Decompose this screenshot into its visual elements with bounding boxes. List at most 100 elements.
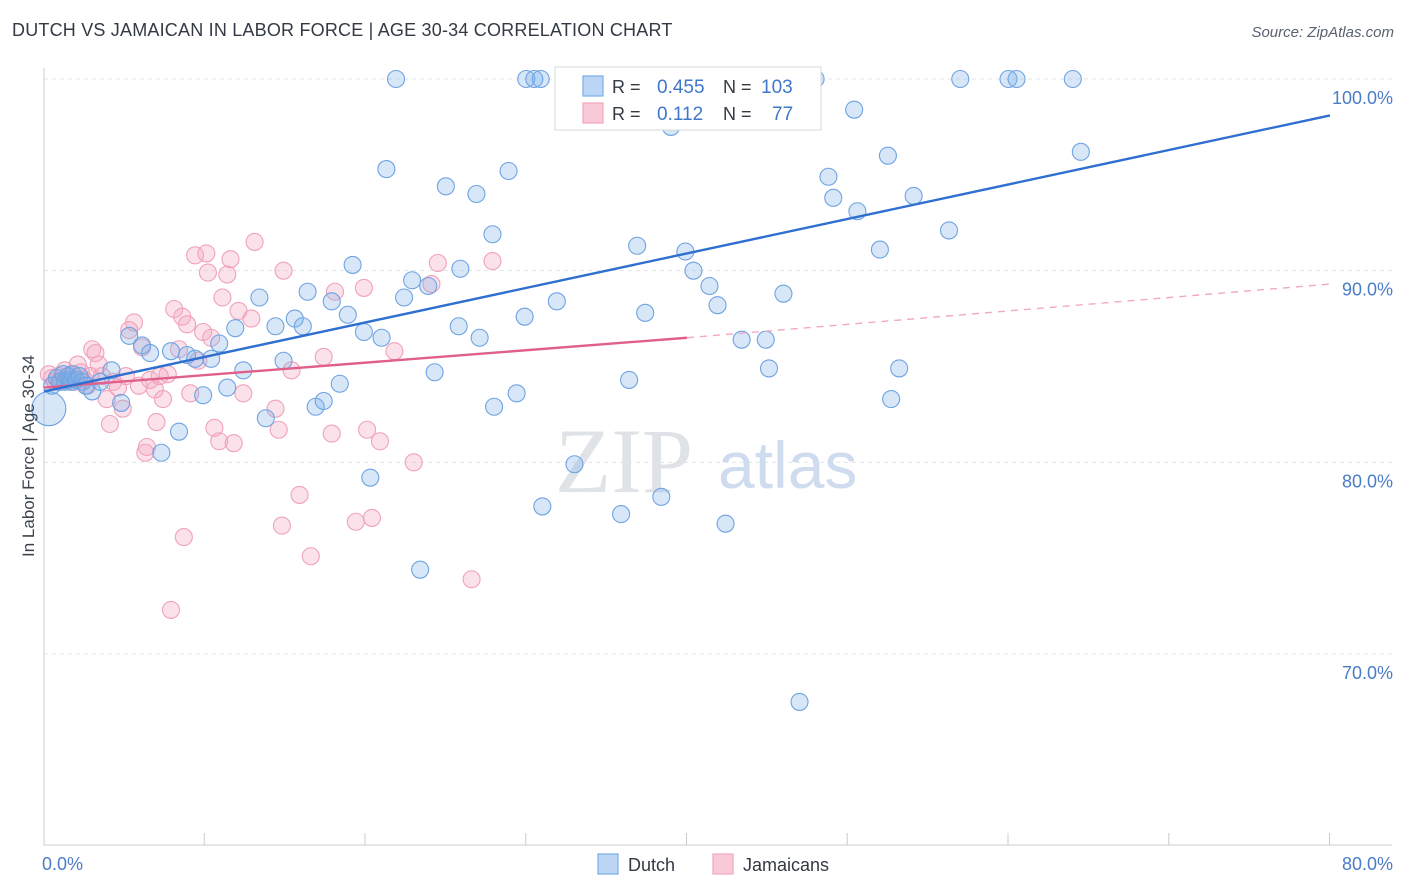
dutch-point-92	[759, 359, 779, 378]
jamaicans-points	[39, 232, 502, 619]
dutch-point-56	[449, 317, 468, 336]
dutch-point-71	[565, 455, 584, 474]
dutch-series-label: Dutch	[628, 855, 675, 875]
jamaicans-point-50	[210, 432, 229, 451]
dutch-point-84	[684, 261, 703, 280]
dutch-point-50	[395, 288, 414, 307]
dutch-point-107	[1007, 69, 1026, 89]
dutch-point-54	[425, 363, 444, 382]
dutch-point-9	[63, 365, 82, 384]
dutch-n-label: N =	[723, 77, 752, 97]
dutch-point-17	[112, 393, 131, 412]
jamaicans-point-75	[404, 453, 423, 472]
dutch-point-77	[620, 370, 639, 389]
dutch-point-27	[202, 349, 221, 368]
dutch-point-99	[870, 240, 889, 259]
dutch-point-51	[403, 271, 422, 290]
jamaicans-point-58	[245, 232, 264, 251]
dutch-point-30	[226, 319, 245, 338]
jamaicans-point-34	[153, 390, 173, 409]
y-tick-label-90: 90.0%	[1342, 280, 1393, 300]
jamaicans-point-35	[158, 365, 177, 384]
jamaicans-point-78	[462, 570, 481, 589]
jamaicans-point-56	[234, 384, 253, 403]
jamaicans-point-70	[354, 278, 373, 297]
dutch-point-21	[152, 443, 171, 462]
dutch-point-78	[628, 236, 647, 255]
jamaicans-point-51	[213, 288, 232, 307]
jamaicans-trend-line	[43, 336, 688, 389]
jamaicans-series-label: Jamaicans	[743, 855, 829, 875]
dutch-point-62	[499, 161, 518, 181]
dutch-point-0	[31, 391, 67, 427]
dutch-series-swatch	[597, 853, 619, 875]
dutch-point-22	[161, 342, 181, 361]
dutch-point-29	[218, 378, 237, 397]
jamaicans-point-59	[266, 399, 285, 418]
dutch-point-45	[354, 322, 373, 342]
dutch-point-59	[470, 328, 489, 347]
dutch-point-69	[547, 292, 566, 311]
dutch-point-91	[756, 330, 775, 349]
jamaicans-point-79	[483, 252, 502, 271]
trend-lines	[43, 114, 1331, 393]
dutch-point-66	[525, 69, 544, 89]
jamaicans-point-68	[325, 282, 345, 301]
dutch-point-53	[419, 276, 438, 296]
dutch-point-79	[636, 303, 655, 322]
dutch-r-label: R =	[612, 77, 641, 97]
dutch-point-97	[845, 100, 864, 119]
x-ticks	[203, 833, 1330, 845]
jamaicans-point-15	[86, 344, 105, 363]
jamaicans-point-25	[124, 313, 144, 332]
y-tick-labels: 100.0% 90.0% 80.0% 70.0%	[1332, 88, 1393, 683]
dutch-point-102	[890, 359, 909, 378]
dutch-point-96	[824, 188, 843, 207]
jamaicans-point-62	[274, 261, 293, 280]
dutch-point-33	[256, 409, 275, 428]
jamaicans-point-77	[428, 253, 447, 273]
dutch-point-101	[882, 390, 901, 409]
jamaicans-point-72	[362, 508, 381, 527]
dutch-point-44	[343, 255, 362, 274]
jamaicans-point-66	[314, 347, 333, 366]
watermark-atlas: atlas	[718, 428, 857, 502]
dutch-point-67	[531, 69, 550, 89]
jamaicans-n-label: N =	[723, 104, 752, 124]
jamaicans-point-43	[186, 246, 205, 265]
dutch-point-52	[411, 560, 430, 579]
dutch-point-46	[361, 468, 380, 487]
dutch-point-48	[377, 160, 396, 179]
jamaicans-point-49	[205, 418, 224, 437]
chart-title: DUTCH VS JAMAICAN IN LABOR FORCE | AGE 3…	[12, 20, 673, 40]
dutch-point-68	[533, 497, 552, 516]
dutch-point-100	[878, 146, 897, 165]
dutch-point-60	[483, 225, 502, 244]
dutch-point-31	[234, 361, 253, 380]
dutch-point-23	[169, 422, 189, 441]
jamaicans-point-53	[221, 250, 240, 269]
watermark: ZIP atlas	[555, 410, 857, 512]
jamaicans-legend-swatch	[582, 102, 604, 124]
x-tick-label-min: 0.0%	[42, 854, 83, 874]
dutch-point-104	[939, 221, 959, 240]
dutch-point-34	[266, 317, 285, 336]
jamaicans-point-67	[322, 424, 341, 443]
dutch-point-18	[120, 326, 139, 345]
dutch-point-64	[515, 307, 534, 326]
dutch-point-63	[507, 384, 526, 403]
dutch-point-35	[274, 351, 293, 370]
jamaicans-point-32	[147, 413, 166, 432]
jamaicans-point-65	[301, 547, 320, 566]
dutch-point-76	[612, 505, 631, 524]
dutch-point-87	[708, 296, 727, 315]
dutch-point-43	[338, 305, 357, 324]
dutch-point-58	[467, 184, 486, 204]
dutch-point-20	[141, 344, 160, 363]
y-tick-label-100: 100.0%	[1332, 88, 1393, 108]
y-tick-label-70: 70.0%	[1342, 663, 1393, 683]
jamaicans-point-41	[178, 315, 197, 334]
dutch-point-89	[732, 330, 751, 349]
jamaicans-point-47	[198, 263, 218, 282]
